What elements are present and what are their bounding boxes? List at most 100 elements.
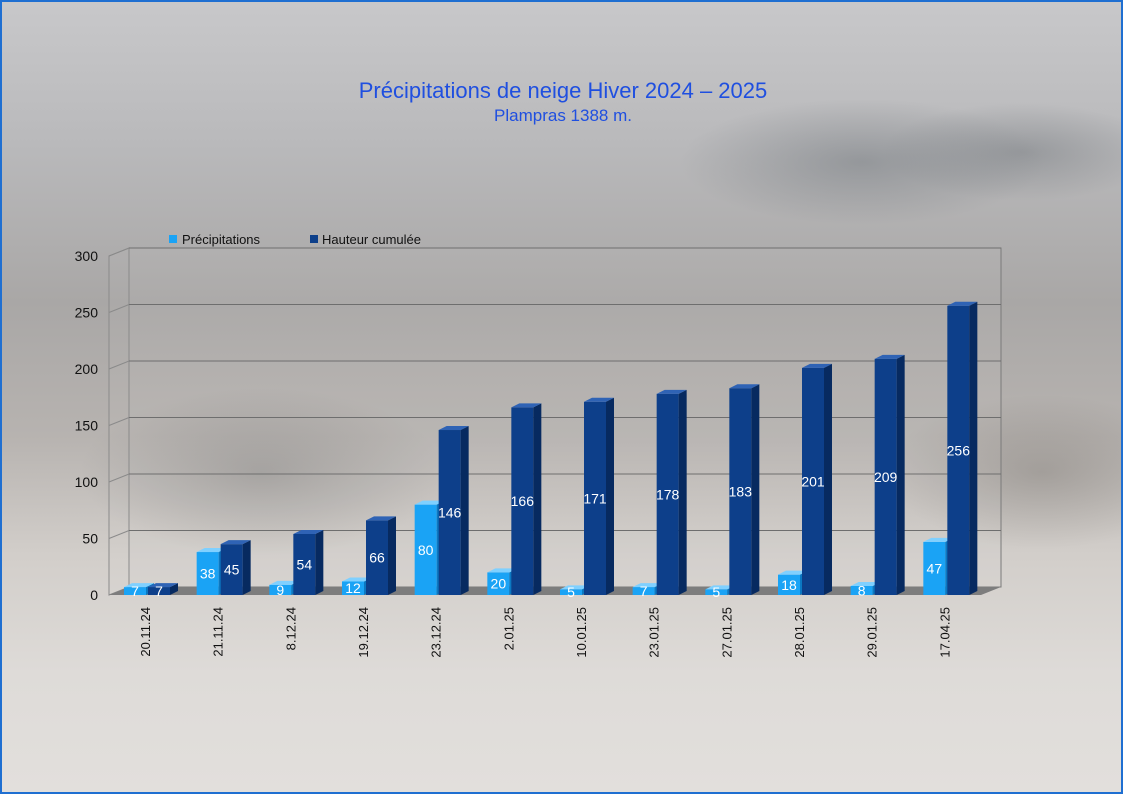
x-tick-label: 29.01.25 — [865, 607, 880, 658]
data-label-precipitations: 38 — [200, 566, 216, 582]
legend-label-cumulative: Hauteur cumulée — [322, 232, 421, 247]
data-label-cumulative: 178 — [656, 486, 680, 502]
bar-precipitations-8-front — [705, 589, 728, 595]
y-tick-label: 0 — [90, 587, 98, 603]
data-label-cumulative: 183 — [729, 484, 753, 500]
bar-precipitations-5-top — [487, 568, 518, 573]
bar-precipitations-7-front — [632, 587, 655, 595]
bar-precipitations-6-top — [560, 585, 590, 590]
bar-cumulative-3 — [366, 516, 396, 595]
bar-precipitations-5-front — [487, 572, 510, 595]
bar-cumulative-3-side — [388, 516, 396, 595]
bar-cumulative-6-front — [584, 401, 606, 595]
bar-cumulative-7-front — [656, 393, 679, 595]
y-tick-label: 150 — [75, 418, 99, 434]
y-tick-label: 300 — [75, 248, 99, 264]
bar-cumulative-1-side — [242, 540, 251, 595]
y-tick-label: 100 — [75, 474, 99, 490]
chart-title: Précipitations de neige Hiver 2024 – 202… — [359, 78, 768, 103]
bar-cumulative-2-front — [293, 533, 316, 595]
bar-cumulative-2-top — [293, 529, 324, 534]
bar-cumulative-9-front — [802, 367, 824, 595]
x-axis: 20.11.24 21.11.24 8.12.24 19.12.24 23.12.24 2… — [138, 607, 952, 658]
bar-precipitations-4-top — [414, 500, 445, 505]
bar-cumulative-7-side — [678, 389, 687, 595]
x-tick-label: 28.01.25 — [792, 607, 807, 658]
bar-cumulative-8-front — [729, 388, 752, 595]
legend-swatch-precipitations — [169, 235, 177, 243]
bar-cumulative-9-top — [802, 363, 832, 368]
bar-cumulative-9-side — [824, 363, 832, 595]
bar-precipitations-0-top — [124, 583, 154, 588]
data-label-precipitations: 47 — [927, 560, 943, 576]
bar-cumulative-0 — [148, 583, 178, 595]
data-label-cumulative: 45 — [224, 562, 240, 578]
bar-precipitations-10-top — [850, 581, 881, 586]
data-label-precipitations: 5 — [712, 584, 720, 600]
bar-cumulative-7 — [656, 389, 687, 595]
bar-cumulative-11-top — [947, 301, 978, 306]
data-label-precipitations: 8 — [858, 582, 866, 598]
y-axis: 0 50 100 150 200 250 300 — [75, 248, 99, 603]
x-tick-label: 2.01.25 — [501, 607, 516, 650]
y-tick-label: 250 — [75, 305, 99, 321]
bar-precipitations-10-front — [850, 585, 873, 595]
bar-cumulative-6-side — [606, 397, 614, 595]
bar-cumulative-1-front — [220, 544, 243, 595]
bar-cumulative-10 — [874, 354, 905, 595]
x-tick-label: 23.12.24 — [429, 607, 444, 658]
bar-cumulative-6 — [584, 397, 614, 595]
bar-cumulative-0-front — [148, 587, 170, 595]
bar-precipitations-2-front — [269, 584, 292, 595]
bar-cumulative-5-side — [533, 403, 542, 595]
bar-precipitations-11-front — [923, 541, 946, 595]
data-label-cumulative: 54 — [297, 556, 313, 572]
data-label-cumulative: 201 — [801, 473, 825, 489]
bar-cumulative-7-top — [656, 389, 687, 394]
data-label-precipitations: 7 — [640, 583, 648, 599]
bar-cumulative-11-side — [969, 301, 978, 595]
bar-cumulative-5-front — [511, 407, 534, 595]
x-tick-label: 19.12.24 — [356, 607, 371, 658]
x-tick-label: 27.01.25 — [719, 607, 734, 658]
bar-cumulative-6-top — [584, 397, 614, 402]
bar-cumulative-4-top — [438, 426, 469, 431]
data-label-cumulative: 166 — [511, 493, 535, 509]
bar-cumulative-11-front — [947, 305, 970, 595]
gridline-side — [108, 304, 130, 313]
data-label-precipitations: 12 — [345, 580, 361, 596]
data-label-cumulative: 146 — [438, 505, 462, 521]
bar-cumulative-2 — [293, 529, 324, 595]
chart-subtitle: Plampras 1388 m. — [494, 106, 632, 125]
data-label-precipitations: 20 — [491, 576, 507, 592]
bar-precipitations-11-top — [923, 537, 954, 542]
bar-cumulative-8-side — [751, 384, 760, 595]
bar-cumulative-4-side — [460, 426, 469, 595]
bar-precipitations-3-top — [342, 577, 372, 582]
data-label-precipitations: 9 — [276, 582, 284, 598]
bar-precipitations-1-top — [196, 548, 227, 553]
data-label-precipitations: 18 — [781, 577, 797, 593]
data-label-precipitations: 5 — [567, 584, 575, 600]
bar-cumulative-2-side — [315, 529, 324, 595]
x-tick-label: 10.01.25 — [574, 607, 589, 658]
bars — [124, 301, 978, 595]
bar-precipitations-8-top — [705, 585, 736, 590]
bar-cumulative-1 — [220, 540, 251, 595]
y-tick-label: 50 — [82, 531, 98, 547]
bar-cumulative-10-front — [874, 358, 897, 595]
x-tick-label: 17.04.25 — [937, 607, 952, 658]
x-tick-label: 21.11.24 — [211, 607, 226, 657]
x-tick-label: 20.11.24 — [138, 607, 153, 657]
data-label-precipitations: 80 — [418, 542, 434, 558]
bar-precipitations-3-front — [342, 581, 364, 595]
bar-cumulative-5-top — [511, 403, 542, 408]
bar-precipitations-2-top — [269, 580, 300, 585]
bar-precipitations-0-front — [124, 587, 146, 595]
bar-cumulative-0-side — [170, 583, 178, 595]
gridline-side — [108, 360, 130, 370]
bar-precipitations-6-front — [560, 589, 582, 595]
data-label-cumulative: 171 — [583, 490, 607, 506]
bar-cumulative-10-top — [874, 354, 905, 359]
